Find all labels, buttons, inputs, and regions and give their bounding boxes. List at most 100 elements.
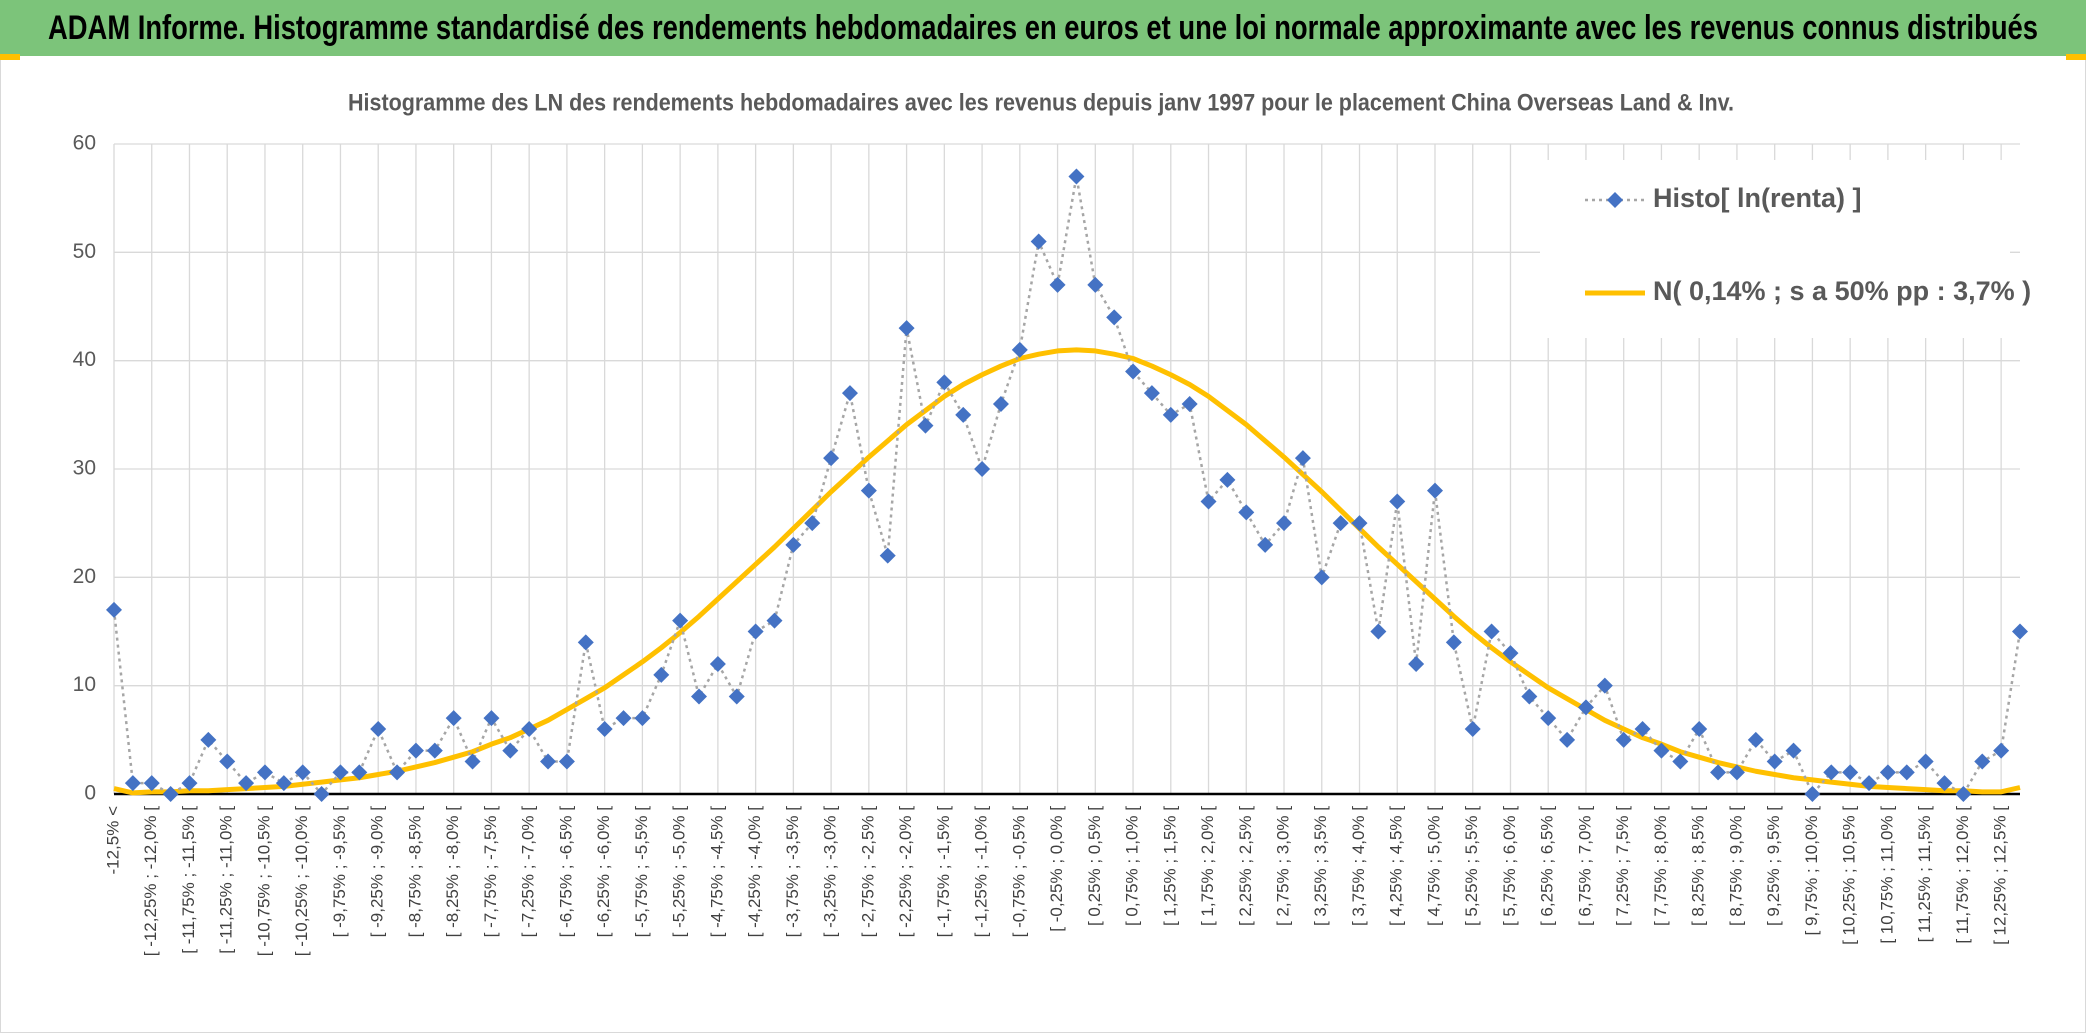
diamond-marker <box>200 731 217 748</box>
diamond-marker <box>1842 764 1859 781</box>
legend-label: N( 0,14% ; s a 50% pp : 3,7% ) <box>1653 276 2031 306</box>
x-tick-label: [ -11,25% ; -11,0% [ <box>217 806 236 954</box>
diamond-marker <box>955 406 972 423</box>
diamond-marker <box>1577 699 1594 716</box>
diamond-marker <box>370 721 387 737</box>
y-tick-label: 30 <box>73 457 96 480</box>
diamond-marker <box>1219 471 1236 488</box>
diamond-marker <box>351 764 368 781</box>
x-tick-label: [ -0,75% ; -0,5% [ <box>1009 806 1028 938</box>
x-tick-label: [ -4,75% ; -4,5% [ <box>707 806 726 938</box>
x-tick-label: [ -10,25% ; -10,0% [ <box>292 806 311 957</box>
diamond-marker <box>1143 385 1160 402</box>
x-tick-label: [ 7,25% ; 7,5% [ <box>1613 806 1632 926</box>
diamond-marker <box>1955 786 1972 802</box>
diamond-marker <box>1691 721 1708 737</box>
diamond-marker <box>1672 753 1689 770</box>
chart-title: Histogramme des LN des rendements hebdom… <box>348 89 1734 116</box>
diamond-marker <box>1445 634 1462 651</box>
x-tick-label: [ -7,75% ; -7,5% [ <box>481 806 500 938</box>
diamond-marker <box>1540 710 1557 727</box>
header-bar <box>0 0 2086 56</box>
diamond-marker <box>1106 309 1123 326</box>
x-tick-label: [ 9,25% ; 9,5% [ <box>1764 806 1783 926</box>
x-tick-label: [ -12,25% ; -12,0% [ <box>141 806 160 957</box>
diamond-marker <box>634 710 651 727</box>
diamond-marker <box>1785 742 1802 759</box>
y-tick-label: 40 <box>73 348 96 371</box>
x-tick-label: [ -3,25% ; -3,0% [ <box>821 806 840 938</box>
y-tick-label: 10 <box>73 673 96 696</box>
x-tick-label: [ 3,75% ; 4,0% [ <box>1349 806 1368 926</box>
x-tick-label: [ 11,75% ; 12,0% [ <box>1953 806 1972 944</box>
x-tick-label: [ 1,25% ; 1,5% [ <box>1160 806 1179 926</box>
diamond-marker <box>860 482 877 499</box>
diamond-marker <box>1917 753 1934 770</box>
series-line <box>113 347 2021 796</box>
diamond-marker <box>1408 656 1425 672</box>
diamond-marker <box>1823 764 1840 781</box>
diamond-marker <box>558 753 575 770</box>
diamond-marker <box>615 710 632 727</box>
series-line <box>112 175 2022 796</box>
diamond-marker <box>1125 363 1142 380</box>
diamond-marker <box>766 612 783 629</box>
corner <box>2066 54 2086 60</box>
diamond-marker <box>256 764 273 781</box>
diamond-marker <box>653 666 670 683</box>
x-tick-label: [ 8,75% ; 9,0% [ <box>1726 806 1745 926</box>
diamond-marker <box>426 742 443 759</box>
diamond-marker <box>841 385 858 402</box>
diamond-marker <box>1068 168 1085 185</box>
x-tick-label: [ 8,25% ; 8,5% [ <box>1689 806 1708 926</box>
x-tick-label: [ -1,25% ; -1,0% [ <box>972 806 991 938</box>
x-tick-label: [ 7,75% ; 8,0% [ <box>1651 806 1670 926</box>
diamond-marker <box>1502 645 1519 662</box>
diamond-marker <box>483 710 500 727</box>
diamond-marker <box>898 320 915 337</box>
diamond-marker <box>879 547 896 564</box>
x-tick-label: [ -7,25% ; -7,0% [ <box>519 806 538 938</box>
x-tick-label: [ -9,25% ; -9,0% [ <box>368 806 387 938</box>
corner <box>0 54 20 60</box>
x-tick-label: [ -6,75% ; -6,5% [ <box>556 806 575 938</box>
diamond-marker <box>974 461 991 477</box>
diamond-marker <box>407 742 424 759</box>
diamond-marker <box>992 396 1009 412</box>
diamond-marker <box>1596 677 1613 694</box>
diamond-marker <box>1483 623 1500 640</box>
x-tick-label: [ 9,75% ; 10,0% [ <box>1802 806 1821 936</box>
diamond-marker <box>162 786 179 802</box>
diamond-marker <box>1615 731 1632 748</box>
diamond-marker <box>1464 721 1481 737</box>
diamond-marker <box>1993 742 2010 759</box>
x-tick-label: [ -4,25% ; -4,0% [ <box>745 806 764 938</box>
diamond-marker <box>1634 721 1651 737</box>
x-tick-label: [ 5,75% ; 6,0% [ <box>1500 806 1519 926</box>
diamond-marker <box>728 688 745 705</box>
x-tick-label: [ -9,75% ; -9,5% [ <box>330 806 349 938</box>
diamond-marker <box>1747 731 1764 748</box>
x-tick-label: [ 2,25% ; 2,5% [ <box>1236 806 1255 926</box>
diamond-marker <box>521 721 538 737</box>
diamond-marker <box>2012 623 2028 640</box>
header-title: ADAM Informe. Histogramme standardisé de… <box>48 9 2038 47</box>
diamond-marker <box>332 764 349 781</box>
diamond-marker <box>804 515 821 532</box>
legend-box <box>1540 160 2010 338</box>
x-tick-label: [ -8,75% ; -8,5% [ <box>405 806 424 938</box>
x-tick-label: [ 10,75% ; 11,0% [ <box>1877 806 1896 944</box>
x-tick-label: [ -2,75% ; -2,5% [ <box>858 806 877 938</box>
x-tick-label: [ -2,25% ; -2,0% [ <box>896 806 915 938</box>
diamond-marker <box>1313 569 1330 586</box>
diamond-marker <box>1257 536 1274 553</box>
x-tick-label: [ 12,25% ; 12,5% [ <box>1991 806 2010 945</box>
diamond-marker <box>691 688 708 705</box>
x-tick-label: [ 0,25% ; 0,5% [ <box>1085 806 1104 926</box>
x-tick-label: [ -1,75% ; -1,5% [ <box>934 806 953 938</box>
x-tick-label: [ 6,75% ; 7,0% [ <box>1575 806 1594 926</box>
legend-label: Histo[ ln(renta) ] <box>1653 183 1862 213</box>
diamond-marker <box>1861 775 1878 792</box>
x-tick-label: [ 5,25% ; 5,5% [ <box>1462 806 1481 926</box>
